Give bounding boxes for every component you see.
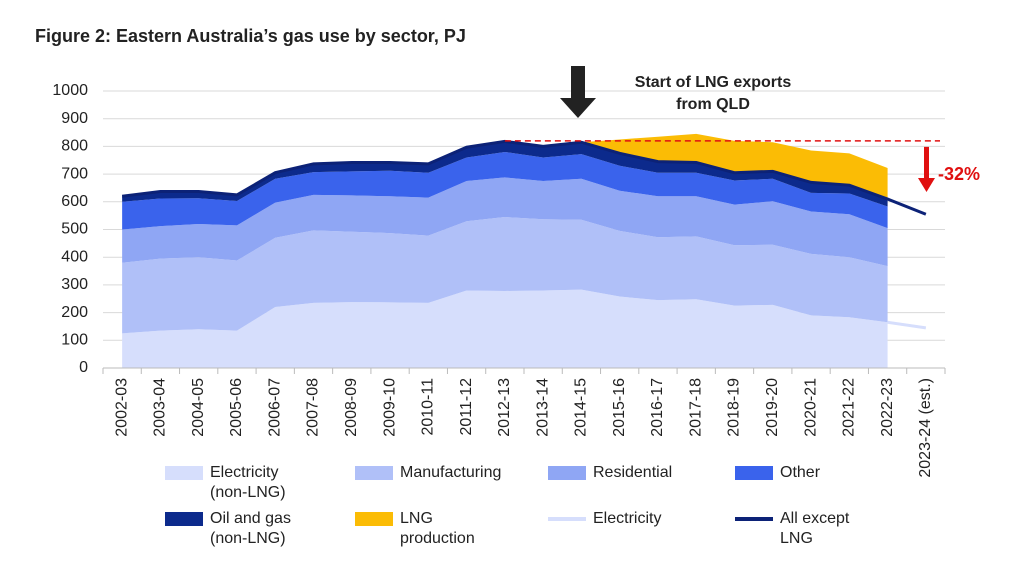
legend-label: All except LNG (780, 510, 850, 547)
legend-label: Manufacturing (400, 464, 502, 481)
annotation: from QLD (676, 96, 750, 113)
legend-item: Residential (548, 463, 735, 503)
x-tick-label: 2019-20 (764, 378, 781, 437)
y-tick-label: 500 (61, 221, 88, 238)
x-tick-label: 2022-23 (879, 378, 896, 437)
x-tick-label: 2003-04 (152, 378, 169, 437)
change-arrow (918, 146, 935, 192)
legend-swatch (355, 512, 393, 526)
legend-item: All except LNG (735, 509, 885, 549)
legend-swatch (165, 512, 203, 526)
legend-item: Manufacturing (355, 463, 548, 503)
y-tick-label: 600 (61, 193, 88, 210)
area (122, 177, 888, 267)
chart-title: Figure 2: Eastern Australia’s gas use by… (35, 26, 466, 46)
x-tick-label: 2002-03 (113, 378, 130, 437)
y-tick-label: 400 (61, 248, 88, 265)
x-tick-label: 2007-08 (305, 378, 322, 437)
x-tick-label: 2016-17 (649, 378, 666, 437)
legend-label: Oil and gas (non-LNG) (210, 510, 291, 547)
legend-label: Electricity (non-LNG) (210, 464, 286, 501)
line (121, 139, 927, 216)
legend-item: Oil and gas (non-LNG) (165, 509, 355, 549)
y-tick-label: 0 (79, 359, 88, 376)
legend-swatch (735, 466, 773, 480)
legend-label: Electricity (593, 510, 662, 527)
area (122, 151, 888, 230)
x-tick-label: 2014-15 (573, 378, 590, 437)
x-tick-label: 2006-07 (266, 378, 283, 437)
legend-item: Electricity (548, 509, 735, 549)
change-label: -32% (938, 164, 980, 184)
x-tick-label: 2013-14 (534, 378, 551, 437)
line (887, 320, 927, 330)
x-tick-label: 2011-12 (458, 378, 475, 436)
legend: Electricity (non-LNG) Manufacturing Reside… (165, 463, 885, 549)
area (122, 133, 888, 200)
annotation: Start of LNG exports (635, 74, 792, 91)
x-tick-label: 2021-22 (841, 378, 858, 437)
x-tick-label: 2005-06 (228, 378, 245, 437)
y-tick-label: 900 (61, 110, 88, 127)
y-tick-label: 100 (61, 332, 88, 349)
y-tick-label: 800 (61, 138, 88, 155)
x-tick-label: 2023-24 (est.) (917, 378, 934, 478)
legend-label: Other (780, 464, 821, 481)
legend-item: LNG production (355, 509, 548, 549)
y-tick-label: 700 (61, 165, 88, 182)
legend-item: Electricity (non-LNG) (165, 463, 355, 503)
legend-swatch (735, 517, 773, 521)
legend-swatch (548, 517, 586, 521)
area (122, 217, 888, 334)
legend-swatch (355, 466, 393, 480)
lng-arrow (560, 66, 596, 118)
x-tick-label: 2020-21 (802, 378, 819, 437)
legend-label: Residential (593, 464, 673, 481)
x-tick-label: 2008-09 (343, 378, 360, 437)
y-tick-label: 300 (61, 276, 88, 293)
y-tick-label: 200 (61, 304, 88, 321)
x-tick-label: 2018-19 (726, 378, 743, 437)
y-tick-label: 1000 (52, 82, 88, 99)
x-tick-label: 2012-13 (496, 378, 513, 437)
x-tick-label: 2004-05 (190, 378, 207, 437)
legend-swatch (165, 466, 203, 480)
x-tick-label: 2010-11 (420, 378, 437, 436)
x-tick-label: 2009-10 (381, 378, 398, 437)
x-tick-label: 2015-16 (611, 378, 628, 437)
legend-label: LNG production (400, 510, 475, 547)
legend-swatch (548, 466, 586, 480)
legend-item: Other (735, 463, 885, 503)
x-tick-label: 2017-18 (687, 378, 704, 437)
area (122, 289, 888, 368)
